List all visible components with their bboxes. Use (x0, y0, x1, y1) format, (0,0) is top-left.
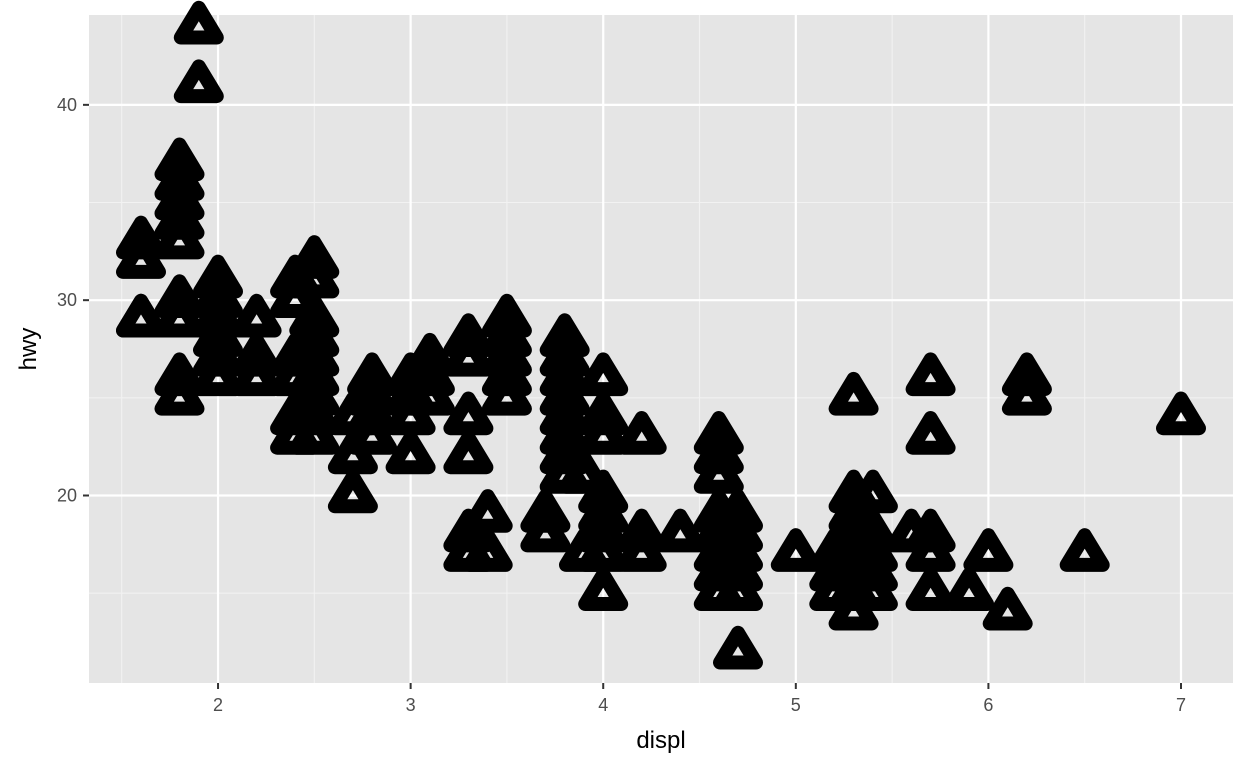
data-point (173, 59, 224, 104)
data-point (616, 411, 667, 455)
data-point (154, 371, 205, 416)
data-point (616, 528, 667, 572)
data-point (1156, 391, 1206, 436)
data-point (520, 508, 571, 553)
data-point (443, 332, 494, 377)
data-point (327, 469, 378, 514)
data-point (154, 137, 205, 182)
data-point (770, 528, 821, 572)
data-point (231, 293, 282, 338)
data-point (404, 371, 455, 416)
data-point (116, 293, 166, 338)
data-point (154, 215, 205, 260)
x-tick-label: 3 (406, 695, 416, 715)
data-point (481, 371, 532, 416)
data-point (173, 0, 224, 45)
data-point (289, 411, 340, 455)
data-point (905, 567, 956, 611)
y-axis: 20 30 40 (57, 95, 89, 505)
data-point (116, 235, 166, 279)
y-axis-title: hwy (15, 328, 42, 371)
data-point (385, 430, 436, 475)
data-point (559, 450, 609, 494)
data-point (347, 411, 398, 455)
data-point (982, 586, 1033, 631)
y-tick-label: 20 (57, 485, 77, 505)
data-point (443, 430, 494, 475)
data-point (963, 528, 1014, 572)
data-points (116, 0, 1206, 670)
data-point (905, 528, 956, 572)
data-point (847, 469, 898, 514)
x-tick-label: 4 (598, 695, 608, 715)
data-point (578, 352, 629, 397)
data-point (905, 411, 956, 455)
data-point (289, 254, 340, 299)
data-point (944, 567, 995, 611)
x-tick-label: 6 (983, 695, 993, 715)
data-point (462, 528, 513, 572)
data-point (578, 528, 629, 572)
data-point (578, 567, 629, 611)
data-point (693, 450, 744, 494)
data-point (847, 567, 898, 611)
data-point (578, 411, 629, 455)
data-point (443, 391, 494, 436)
data-point (154, 274, 205, 318)
x-tick-label: 5 (791, 695, 801, 715)
data-point (828, 371, 879, 416)
data-point (1001, 371, 1052, 416)
data-point (905, 352, 956, 397)
x-tick-label: 7 (1176, 695, 1186, 715)
data-point (1059, 528, 1110, 572)
y-tick-label: 30 (57, 290, 77, 310)
data-point (193, 293, 243, 338)
data-point (713, 625, 763, 670)
data-point (713, 567, 763, 611)
data-point (193, 332, 243, 377)
x-axis: 2 3 4 5 6 7 (213, 683, 1186, 715)
data-point (231, 352, 282, 397)
x-axis-title: displ (636, 727, 685, 754)
y-tick-label: 40 (57, 95, 77, 115)
data-point (655, 508, 706, 553)
x-tick-label: 2 (213, 695, 223, 715)
data-point (462, 489, 513, 533)
